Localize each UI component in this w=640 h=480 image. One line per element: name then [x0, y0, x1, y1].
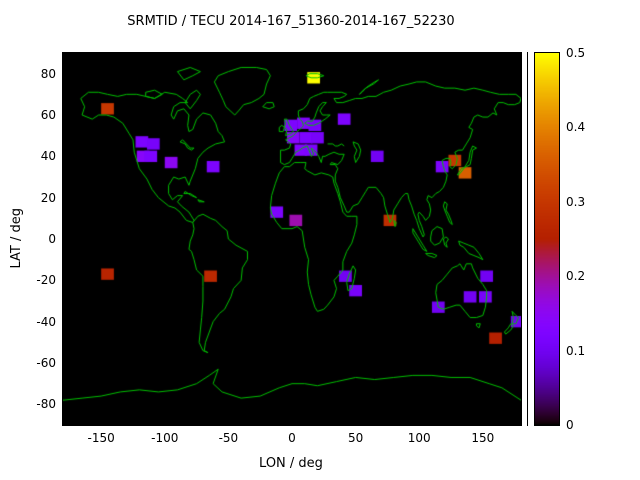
y-tick-label: -60 [36, 356, 56, 370]
y-tick-label: -80 [36, 397, 56, 412]
y-tick-label: 60 [40, 108, 56, 122]
x-tick-label: 0 [288, 431, 296, 445]
y-tick-label: 80 [40, 66, 56, 81]
colorbar [534, 52, 560, 426]
y-tick-label: 40 [40, 149, 56, 164]
y-axis-label: LAT / deg [8, 207, 24, 269]
x-tick-label: -50 [218, 431, 239, 445]
colorbar-tick-label: 0.2 [566, 269, 586, 284]
map-plot-area [62, 52, 522, 426]
x-axis-label: LON / deg [259, 456, 323, 471]
x-tick-label: 100 [407, 431, 431, 445]
colorbar-tick-label: 0.3 [566, 194, 586, 209]
colorbar-gradient-canvas [535, 53, 559, 425]
x-tick-label: 50 [347, 431, 364, 445]
colorbar-divider-line [527, 52, 528, 426]
x-tick-label: -150 [87, 431, 115, 445]
colorbar-tick-label: 0 [566, 418, 574, 432]
y-tick-label: -20 [36, 273, 56, 288]
world-map-canvas [63, 53, 521, 425]
x-tick-label: 150 [471, 431, 495, 445]
colorbar-tick-label: 0.5 [566, 46, 586, 60]
chart-title: SRMTID / TECU 2014-167_51360-2014-167_52… [127, 14, 455, 29]
colorbar-tick-label: 0.4 [566, 120, 586, 135]
colorbar-tick-label: 0.1 [566, 343, 586, 358]
y-tick-label: 0 [48, 232, 56, 246]
y-tick-label: 20 [40, 190, 56, 205]
x-tick-label: -100 [151, 431, 179, 445]
y-tick-label: -40 [36, 314, 56, 329]
y-axis-label-wrap: LAT / deg [6, 52, 26, 424]
